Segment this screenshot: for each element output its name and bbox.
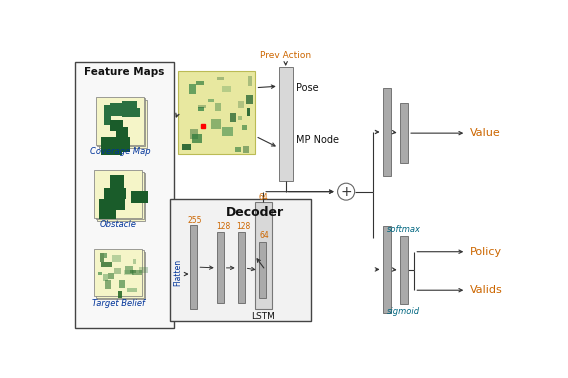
Bar (112, 255, 121, 262)
Bar (208, 99, 214, 102)
Bar (124, 270, 135, 276)
Text: Value: Value (470, 128, 501, 138)
Text: 64: 64 (260, 231, 270, 240)
Bar (230, 113, 236, 122)
Text: Coverage Map: Coverage Map (90, 147, 150, 156)
Bar (400, 236, 408, 304)
Bar (99, 200, 115, 219)
Bar (99, 100, 147, 148)
Bar (383, 226, 391, 313)
Bar (110, 120, 123, 130)
Bar (75, 62, 174, 328)
Text: Target Belief: Target Belief (92, 299, 145, 308)
Text: 128: 128 (216, 222, 230, 231)
Bar (104, 253, 107, 257)
Bar (133, 259, 136, 264)
Bar (211, 119, 221, 129)
Bar (237, 232, 245, 303)
Bar (110, 103, 127, 116)
Bar (132, 270, 141, 275)
Text: MP Node: MP Node (296, 135, 339, 145)
Text: 128: 128 (237, 222, 251, 231)
Bar (122, 101, 137, 110)
Bar (101, 136, 122, 155)
Bar (383, 88, 391, 176)
Bar (196, 81, 204, 85)
Bar (103, 274, 108, 281)
Text: 255: 255 (188, 217, 202, 225)
Text: Pose: Pose (296, 84, 319, 93)
Text: LSTM: LSTM (251, 312, 275, 321)
Text: Flatten: Flatten (173, 259, 182, 286)
Bar (104, 188, 127, 199)
Bar (178, 71, 256, 154)
Bar (122, 127, 128, 148)
Bar (118, 291, 122, 297)
Bar (97, 252, 145, 299)
Bar (116, 130, 126, 144)
Bar (254, 203, 272, 309)
Bar (258, 242, 265, 298)
Text: Valids: Valids (470, 285, 503, 295)
Text: Prev Action: Prev Action (260, 51, 311, 60)
Bar (400, 103, 408, 163)
Bar (100, 253, 104, 262)
Bar (248, 76, 252, 86)
Bar (222, 127, 233, 136)
Bar (243, 146, 249, 153)
Bar (130, 270, 136, 273)
Bar (105, 280, 111, 289)
Bar (189, 85, 195, 94)
Bar (115, 268, 120, 274)
Text: softmax: softmax (387, 225, 421, 234)
Bar (94, 170, 143, 218)
Bar (182, 144, 191, 150)
Bar (105, 105, 111, 125)
Bar (190, 129, 198, 139)
Bar (279, 67, 293, 181)
Bar (198, 105, 206, 108)
Bar (106, 190, 125, 211)
Text: sigmoid: sigmoid (387, 307, 420, 316)
Bar (246, 96, 253, 104)
Bar (239, 101, 244, 108)
Text: Feature Maps: Feature Maps (84, 67, 165, 77)
Bar (110, 175, 124, 197)
Bar (139, 267, 148, 273)
Bar (108, 273, 114, 279)
Bar (127, 288, 136, 292)
Text: Obstacle: Obstacle (100, 220, 137, 229)
Bar (217, 77, 224, 80)
Bar (96, 250, 144, 298)
Text: +: + (340, 185, 352, 199)
Bar (190, 225, 197, 310)
Text: Policy: Policy (470, 247, 502, 257)
Bar (96, 172, 144, 219)
Circle shape (337, 183, 354, 200)
Bar (192, 134, 202, 143)
Text: Decoder: Decoder (225, 206, 284, 219)
Bar (125, 266, 133, 274)
Bar (119, 280, 125, 288)
Bar (247, 108, 250, 116)
Bar (215, 104, 222, 112)
Bar (235, 147, 241, 152)
Bar (97, 173, 145, 221)
Bar (131, 108, 140, 116)
Bar (131, 191, 148, 203)
Bar (198, 107, 204, 112)
Bar (170, 199, 311, 321)
Bar (113, 136, 131, 152)
Bar (98, 272, 102, 276)
Text: 64: 64 (258, 192, 268, 201)
Bar (217, 232, 224, 303)
Bar (222, 86, 232, 92)
Bar (243, 125, 247, 130)
Bar (97, 99, 145, 146)
Bar (101, 262, 111, 266)
Bar (94, 249, 143, 296)
Bar (96, 97, 144, 145)
Bar (237, 116, 243, 120)
Bar (122, 105, 133, 116)
